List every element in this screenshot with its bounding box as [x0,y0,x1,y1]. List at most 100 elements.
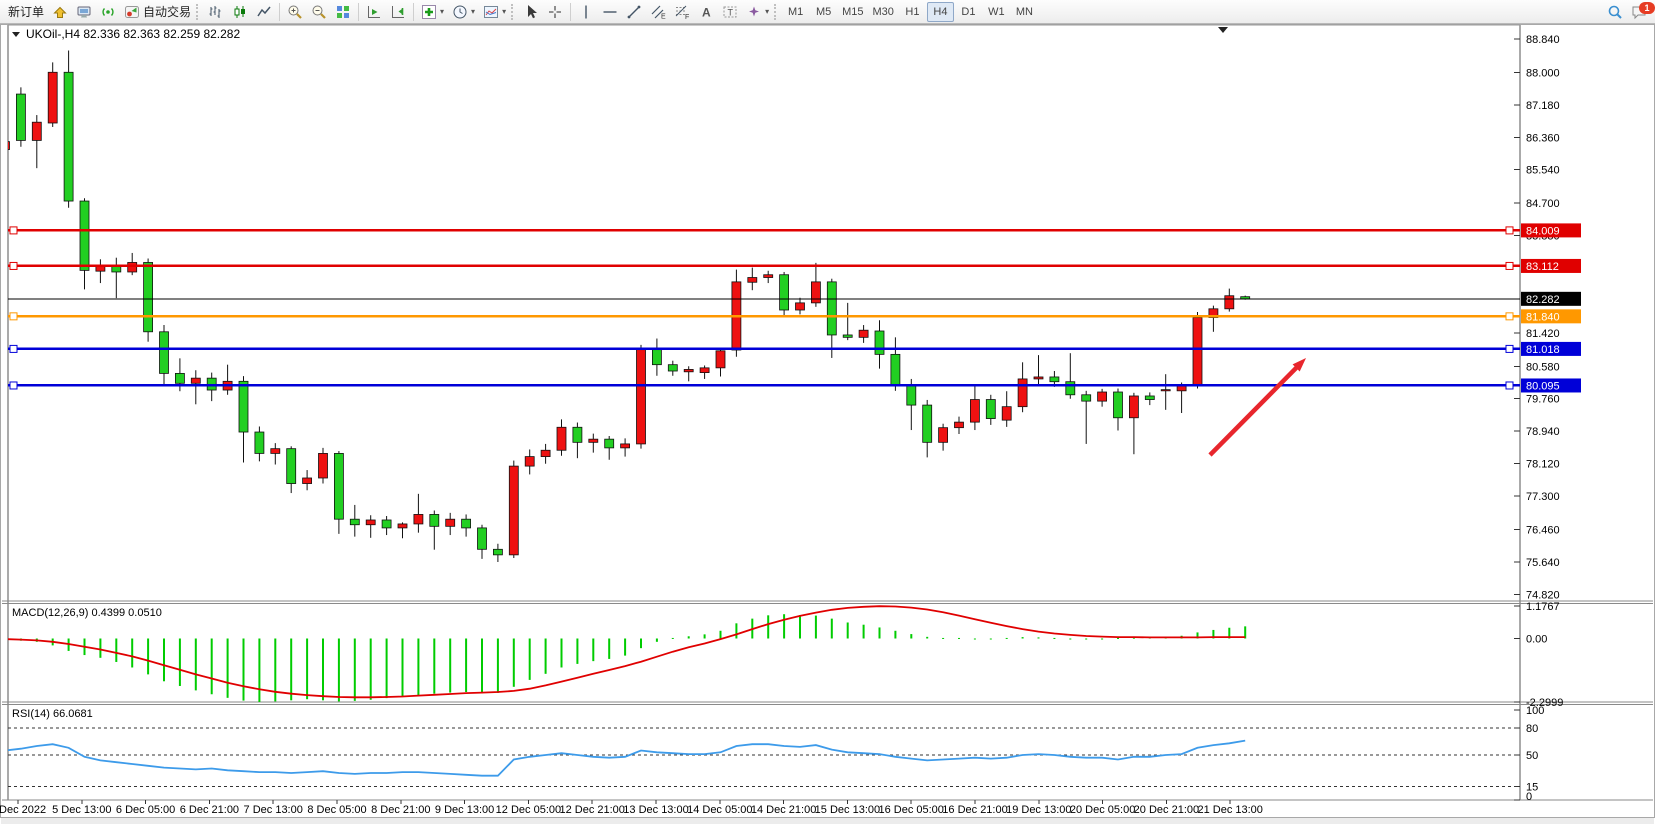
line-handle[interactable] [9,344,18,353]
chart-canvas[interactable]: 88.84088.00087.18086.36085.54084.70083.8… [0,24,1655,824]
bar-chart-button[interactable] [204,2,228,22]
crosshair-button[interactable] [543,2,567,22]
line-chart-button[interactable] [252,2,276,22]
line-handle[interactable] [1505,381,1514,390]
macd-histogram-bar [544,638,547,674]
autotrade-button[interactable]: 自动交易 [120,2,195,22]
tile-windows-button[interactable] [331,2,355,22]
chart-shift-button[interactable] [386,2,410,22]
zoom-in-button[interactable] [283,2,307,22]
line-handle[interactable] [1505,261,1514,270]
indicators-button[interactable]: ▾ [417,2,448,22]
timeframe-d1-button[interactable]: D1 [955,2,982,22]
line-handle[interactable] [9,261,18,270]
timeframe-mn-button[interactable]: MN [1011,2,1038,22]
notification-badge: 1 [1639,1,1655,14]
date-tick-label: 16 Dec 05:00 [878,804,943,816]
trendline-button[interactable] [622,2,646,22]
date-tick-label: 7 Dec 13:00 [244,804,303,816]
price-tick-label: 78.940 [1526,426,1560,438]
macd-histogram-bar [926,636,929,639]
chevron-down-icon: ▾ [502,6,507,16]
line-chart-icon [257,6,271,16]
macd-histogram-bar [147,638,150,675]
text-button[interactable]: A [694,2,718,22]
timeframe-h4-button[interactable]: H4 [926,1,954,22]
terminal-button[interactable] [72,2,96,22]
timeframe-w1-button[interactable]: W1 [983,2,1010,22]
candle [397,523,408,529]
line-handle[interactable] [1505,226,1514,235]
hline-button[interactable] [598,2,622,22]
svg-text:T: T [728,7,734,17]
rsi-axis-label: 100 [1526,705,1544,717]
new-order-button[interactable]: 新订单 [4,2,48,22]
macd-histogram-bar [1132,637,1135,639]
level-price-label: 81.018 [1526,344,1560,356]
macd-histogram-bar [846,622,849,639]
gold-arrow-button[interactable] [48,2,72,22]
cursor-button[interactable] [519,2,543,22]
macd-histogram-bar [640,638,642,649]
candle [683,369,694,373]
periods-button[interactable]: ▾ [448,2,479,22]
symbol-ohlc-text: UKOil-,H4 82.336 82.363 82.259 82.282 [26,27,240,41]
trend-arrow[interactable] [1208,358,1306,457]
search-button[interactable] [1603,2,1627,22]
rsi-axis-label: 80 [1526,723,1538,735]
timeframe-m30-button[interactable]: M30 [869,2,898,22]
macd-histogram-bar [210,638,213,695]
collapse-triangle-icon[interactable] [12,32,20,37]
macd-axis: 1.1767 0.00 -2.2999 [1514,601,1563,709]
templates-button[interactable]: ▾ [479,2,510,22]
timeframe-h1-button[interactable]: H1 [899,2,926,22]
candle [365,519,376,526]
rsi-line [8,739,1246,777]
autotrade-icon [125,5,140,18]
candle [620,443,630,449]
fibonacci-button[interactable]: F [670,2,694,22]
timeframe-toolbar: M1 M5 M15 M30 H1 H4 D1 W1 MN [782,1,1038,22]
macd-histogram-bar [878,627,881,639]
panel-splitter[interactable] [2,600,1653,801]
signal-button[interactable] [96,2,120,22]
line-handle[interactable] [1505,312,1514,321]
line-handle[interactable] [9,312,18,321]
line-handle[interactable] [9,381,18,390]
arrows-button[interactable]: ▾ [742,2,773,22]
chat-button[interactable]: 1 [1627,1,1655,22]
macd-histogram-bar [1117,637,1119,639]
zoom-out-button[interactable] [307,2,331,22]
channel-button[interactable]: E [646,2,670,22]
date-tick-label: 6 Dec 21:00 [180,804,239,816]
candle [779,274,789,311]
zoom-in-icon [288,5,302,19]
label-button[interactable]: T [718,2,742,22]
macd-histogram-bar [194,638,197,691]
line-handle[interactable] [1505,344,1514,353]
macd-histogram-bar [242,638,245,701]
macd-histogram-bar [481,638,483,693]
vline-button[interactable] [574,2,598,22]
price-tick-label: 81.420 [1526,328,1560,340]
macd-histogram-bar [973,638,976,640]
macd-histogram-bar [910,634,913,639]
auto-scroll-button[interactable] [362,2,386,22]
timeframe-m1-button[interactable]: M1 [782,2,809,22]
line-handle[interactable] [9,226,18,235]
macd-axis-label: 0.00 [1526,634,1547,646]
timeframe-m15-button[interactable]: M15 [838,2,867,22]
crosshair-icon [549,5,562,18]
candle [763,274,774,278]
macd-histogram-bar [989,638,992,640]
macd-histogram-bar [258,638,261,702]
timeframe-m5-button[interactable]: M5 [810,2,837,22]
date-tick-label: 8 Dec 05:00 [307,804,366,816]
date-tick-label: 21 Dec 13:00 [1197,804,1262,816]
candlestick-button[interactable] [228,2,252,22]
macd-axis-label: 1.1767 [1526,601,1560,613]
date-tick-label: 16 Dec 21:00 [942,804,1007,816]
scroll-end-marker-icon[interactable] [1218,27,1228,33]
macd-histogram-bar [655,638,658,642]
candle [636,349,646,445]
